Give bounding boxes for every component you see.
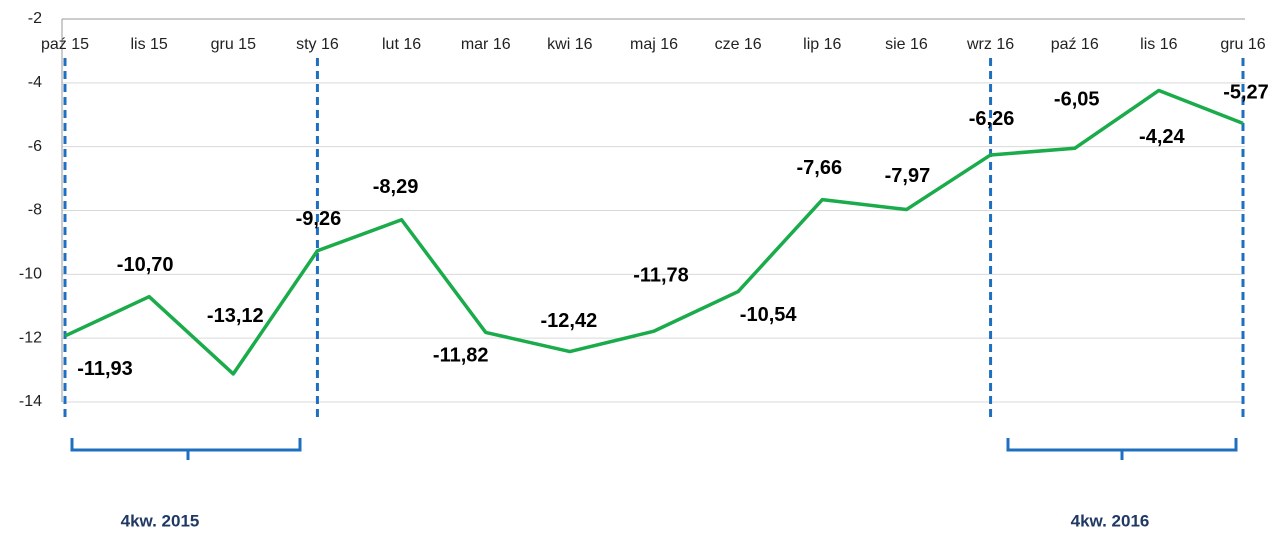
data-label: -13,12 bbox=[207, 305, 264, 327]
x-tick-label: sie 16 bbox=[885, 36, 928, 53]
x-tick-label: gru 16 bbox=[1220, 36, 1265, 53]
x-tick-label: paź 16 bbox=[1051, 36, 1099, 53]
y-tick-label: -8 bbox=[28, 202, 42, 219]
x-tick-label: lis 15 bbox=[130, 36, 167, 53]
x-tick-label: lis 16 bbox=[1140, 36, 1177, 53]
x-tick-label: gru 15 bbox=[211, 36, 256, 53]
data-label: -7,66 bbox=[796, 157, 842, 179]
x-tick-label: wrz 16 bbox=[966, 36, 1014, 53]
data-label: -4,24 bbox=[1139, 126, 1185, 148]
x-tick-label: paź 15 bbox=[41, 36, 89, 53]
x-tick-label: kwi 16 bbox=[547, 36, 592, 53]
data-label: -7,97 bbox=[885, 165, 931, 187]
y-tick-label: -4 bbox=[28, 74, 42, 91]
x-tick-label: mar 16 bbox=[461, 36, 511, 53]
bracket-2016 bbox=[1006, 438, 1238, 460]
data-label: -9,26 bbox=[296, 208, 342, 230]
annotation: 4kw. 2015 bbox=[121, 511, 200, 530]
y-tick-label: -10 bbox=[19, 266, 42, 283]
x-tick-label: sty 16 bbox=[296, 36, 339, 53]
data-label: -11,82 bbox=[433, 345, 489, 367]
x-tick-label: cze 16 bbox=[715, 36, 762, 53]
x-tick-label: maj 16 bbox=[630, 36, 678, 53]
y-tick-label: -12 bbox=[19, 329, 42, 346]
data-label: -10,54 bbox=[740, 304, 798, 326]
data-label: -5,27 bbox=[1223, 82, 1269, 104]
data-label: -11,93 bbox=[77, 358, 133, 380]
y-tick-label: -14 bbox=[19, 393, 42, 410]
data-line bbox=[64, 88, 1244, 376]
y-tick-label: -2 bbox=[28, 10, 42, 27]
x-tick-label: lip 16 bbox=[803, 36, 841, 53]
annotation: 4kw. 2016 bbox=[1071, 511, 1150, 530]
data-label: -12,42 bbox=[540, 310, 597, 332]
brackets bbox=[70, 438, 1238, 460]
data-label: -8,29 bbox=[373, 176, 419, 198]
data-label: -6,05 bbox=[1054, 89, 1100, 111]
y-tick-label: -6 bbox=[28, 138, 42, 155]
data-label: -10,70 bbox=[117, 254, 174, 276]
x-tick-label: lut 16 bbox=[382, 36, 421, 53]
data-label: -11,78 bbox=[633, 264, 689, 286]
data-label: -6,26 bbox=[969, 108, 1015, 130]
bracket-2015 bbox=[70, 438, 302, 460]
